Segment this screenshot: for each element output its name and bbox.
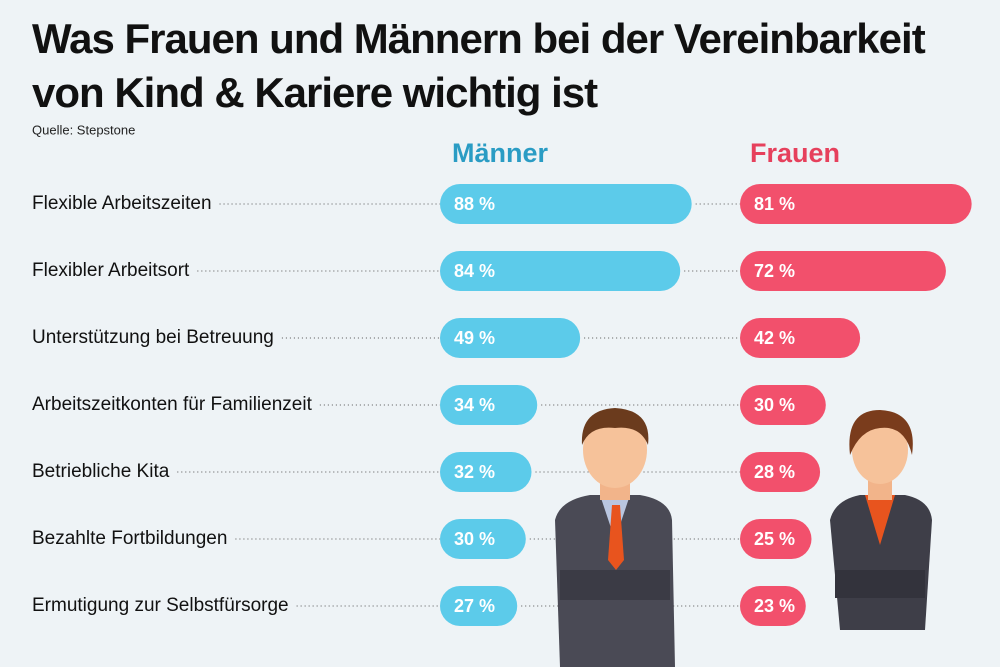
bar bbox=[740, 586, 806, 626]
value-label: 32 % bbox=[454, 462, 495, 482]
value-label: 42 % bbox=[754, 328, 795, 348]
bar bbox=[740, 452, 821, 492]
value-label: 34 % bbox=[454, 395, 495, 415]
category-label: Unterstützung bei Betreuung bbox=[32, 327, 274, 348]
bar bbox=[740, 184, 972, 224]
chart-title: Was Frauen und Männern bei der Vereinbar… bbox=[32, 15, 926, 62]
value-label: 30 % bbox=[454, 529, 495, 549]
bar bbox=[740, 385, 826, 425]
bar bbox=[440, 385, 538, 425]
legend-label: Frauen bbox=[750, 138, 840, 168]
value-label: 81 % bbox=[754, 194, 795, 214]
category-label: Ermutigung zur Selbstfürsorge bbox=[32, 595, 289, 616]
category-label: Arbeitszeitkonten für Familienzeit bbox=[32, 394, 313, 415]
value-label: 28 % bbox=[754, 462, 795, 482]
value-label: 84 % bbox=[454, 261, 495, 281]
category-label: Flexible Arbeitszeiten bbox=[32, 193, 212, 214]
category-label: Betriebliche Kita bbox=[32, 461, 170, 482]
bar bbox=[440, 452, 532, 492]
illustration bbox=[555, 408, 932, 667]
bar bbox=[440, 519, 526, 559]
value-label: 25 % bbox=[754, 529, 795, 549]
bar bbox=[440, 586, 518, 626]
bar bbox=[740, 318, 861, 358]
bar bbox=[440, 251, 681, 291]
chart-title: von Kind & Kariere wichtig ist bbox=[32, 69, 598, 116]
legend-label: Männer bbox=[452, 138, 549, 168]
source: Quelle: Stepstone bbox=[32, 122, 135, 137]
category-label: Bezahlte Fortbildungen bbox=[32, 528, 227, 549]
value-label: 72 % bbox=[754, 261, 795, 281]
bar bbox=[740, 251, 946, 291]
value-label: 88 % bbox=[454, 194, 495, 214]
value-label: 49 % bbox=[454, 328, 495, 348]
bar bbox=[440, 318, 581, 358]
value-label: 30 % bbox=[754, 395, 795, 415]
bar bbox=[740, 519, 812, 559]
value-label: 27 % bbox=[454, 596, 495, 616]
category-label: Flexibler Arbeitsort bbox=[32, 260, 190, 281]
bar bbox=[440, 184, 692, 224]
value-label: 23 % bbox=[754, 596, 795, 616]
